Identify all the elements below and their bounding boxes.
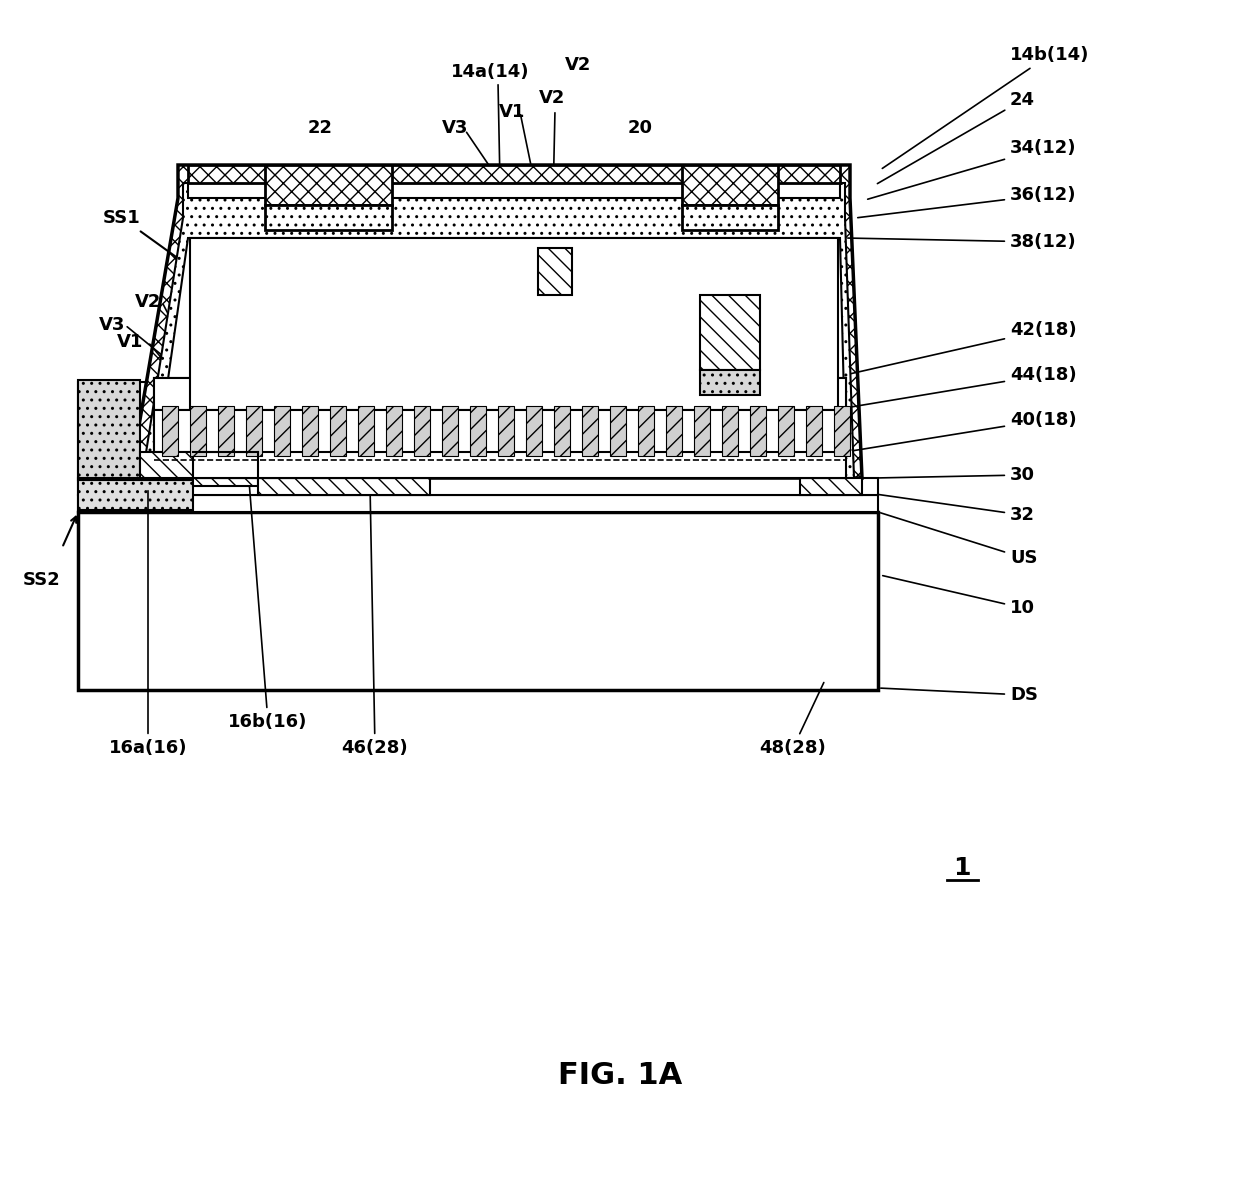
Text: 20: 20 [627, 119, 652, 137]
Text: 30: 30 [878, 466, 1035, 484]
Text: SS1: SS1 [103, 209, 211, 282]
Bar [800, 478, 862, 495]
Bar [78, 381, 193, 479]
Bar [78, 495, 878, 513]
Text: 32: 32 [878, 495, 1035, 524]
Text: V3: V3 [99, 317, 125, 334]
Bar [582, 406, 598, 456]
Text: 24: 24 [878, 91, 1035, 183]
Bar [303, 406, 317, 456]
Text: 14a(14): 14a(14) [451, 63, 529, 81]
Text: FIG. 1A: FIG. 1A [558, 1061, 682, 1090]
Text: 44(18): 44(18) [848, 366, 1076, 407]
Bar [414, 406, 430, 456]
Text: V1: V1 [117, 333, 143, 351]
Bar [78, 380, 140, 478]
Polygon shape [143, 183, 854, 478]
Bar [265, 205, 392, 230]
Bar [190, 239, 838, 410]
Bar [386, 406, 402, 456]
Bar [682, 165, 777, 205]
Bar [694, 406, 711, 456]
Bar [701, 370, 760, 394]
Bar [265, 165, 392, 205]
Bar [218, 406, 234, 456]
Text: 42(18): 42(18) [848, 321, 1076, 374]
Bar [140, 452, 193, 478]
Bar [750, 406, 766, 456]
Bar [258, 478, 430, 495]
Text: 14b(14): 14b(14) [883, 46, 1090, 169]
Text: 40(18): 40(18) [848, 411, 1076, 451]
Text: 48(28): 48(28) [760, 683, 826, 757]
Text: 16a(16): 16a(16) [109, 491, 187, 757]
Bar [246, 406, 262, 456]
Bar [538, 248, 572, 295]
Text: 46(28): 46(28) [342, 488, 408, 757]
Polygon shape [130, 165, 862, 478]
Bar [154, 378, 846, 478]
Text: 38(12): 38(12) [848, 233, 1076, 252]
Bar [639, 406, 653, 456]
Text: V2: V2 [539, 89, 565, 107]
Bar [358, 406, 374, 456]
Bar [722, 406, 738, 456]
Bar [78, 479, 193, 510]
Bar [682, 205, 777, 230]
Bar [666, 406, 682, 456]
Text: V2: V2 [135, 293, 161, 311]
Bar [188, 183, 839, 198]
Text: 16b(16): 16b(16) [228, 471, 308, 731]
Bar [78, 513, 878, 690]
Bar [154, 410, 846, 452]
Text: SS2: SS2 [24, 570, 61, 589]
Bar [190, 406, 206, 456]
Bar [441, 406, 458, 456]
Bar [274, 406, 290, 456]
Bar [162, 406, 179, 456]
Bar [498, 406, 515, 456]
Bar [526, 406, 542, 456]
Text: V3: V3 [441, 119, 469, 137]
Bar [777, 406, 794, 456]
Bar [193, 452, 258, 487]
Bar [188, 165, 839, 183]
Text: 36(12): 36(12) [858, 185, 1076, 217]
Text: V2: V2 [564, 56, 591, 74]
Text: US: US [880, 513, 1038, 567]
Bar [78, 478, 878, 495]
Bar [835, 406, 849, 456]
Bar [154, 378, 846, 410]
Bar [330, 406, 346, 456]
Text: V1: V1 [498, 103, 526, 120]
Bar [554, 406, 570, 456]
Text: 1: 1 [954, 856, 971, 880]
Polygon shape [154, 239, 846, 478]
Bar [193, 452, 258, 478]
Bar [470, 406, 486, 456]
Bar [610, 406, 626, 456]
Text: DS: DS [880, 686, 1038, 704]
Bar [701, 295, 760, 370]
Bar [806, 406, 822, 456]
Text: 22: 22 [308, 119, 332, 137]
Text: 34(12): 34(12) [868, 139, 1076, 200]
Text: 10: 10 [883, 575, 1035, 616]
